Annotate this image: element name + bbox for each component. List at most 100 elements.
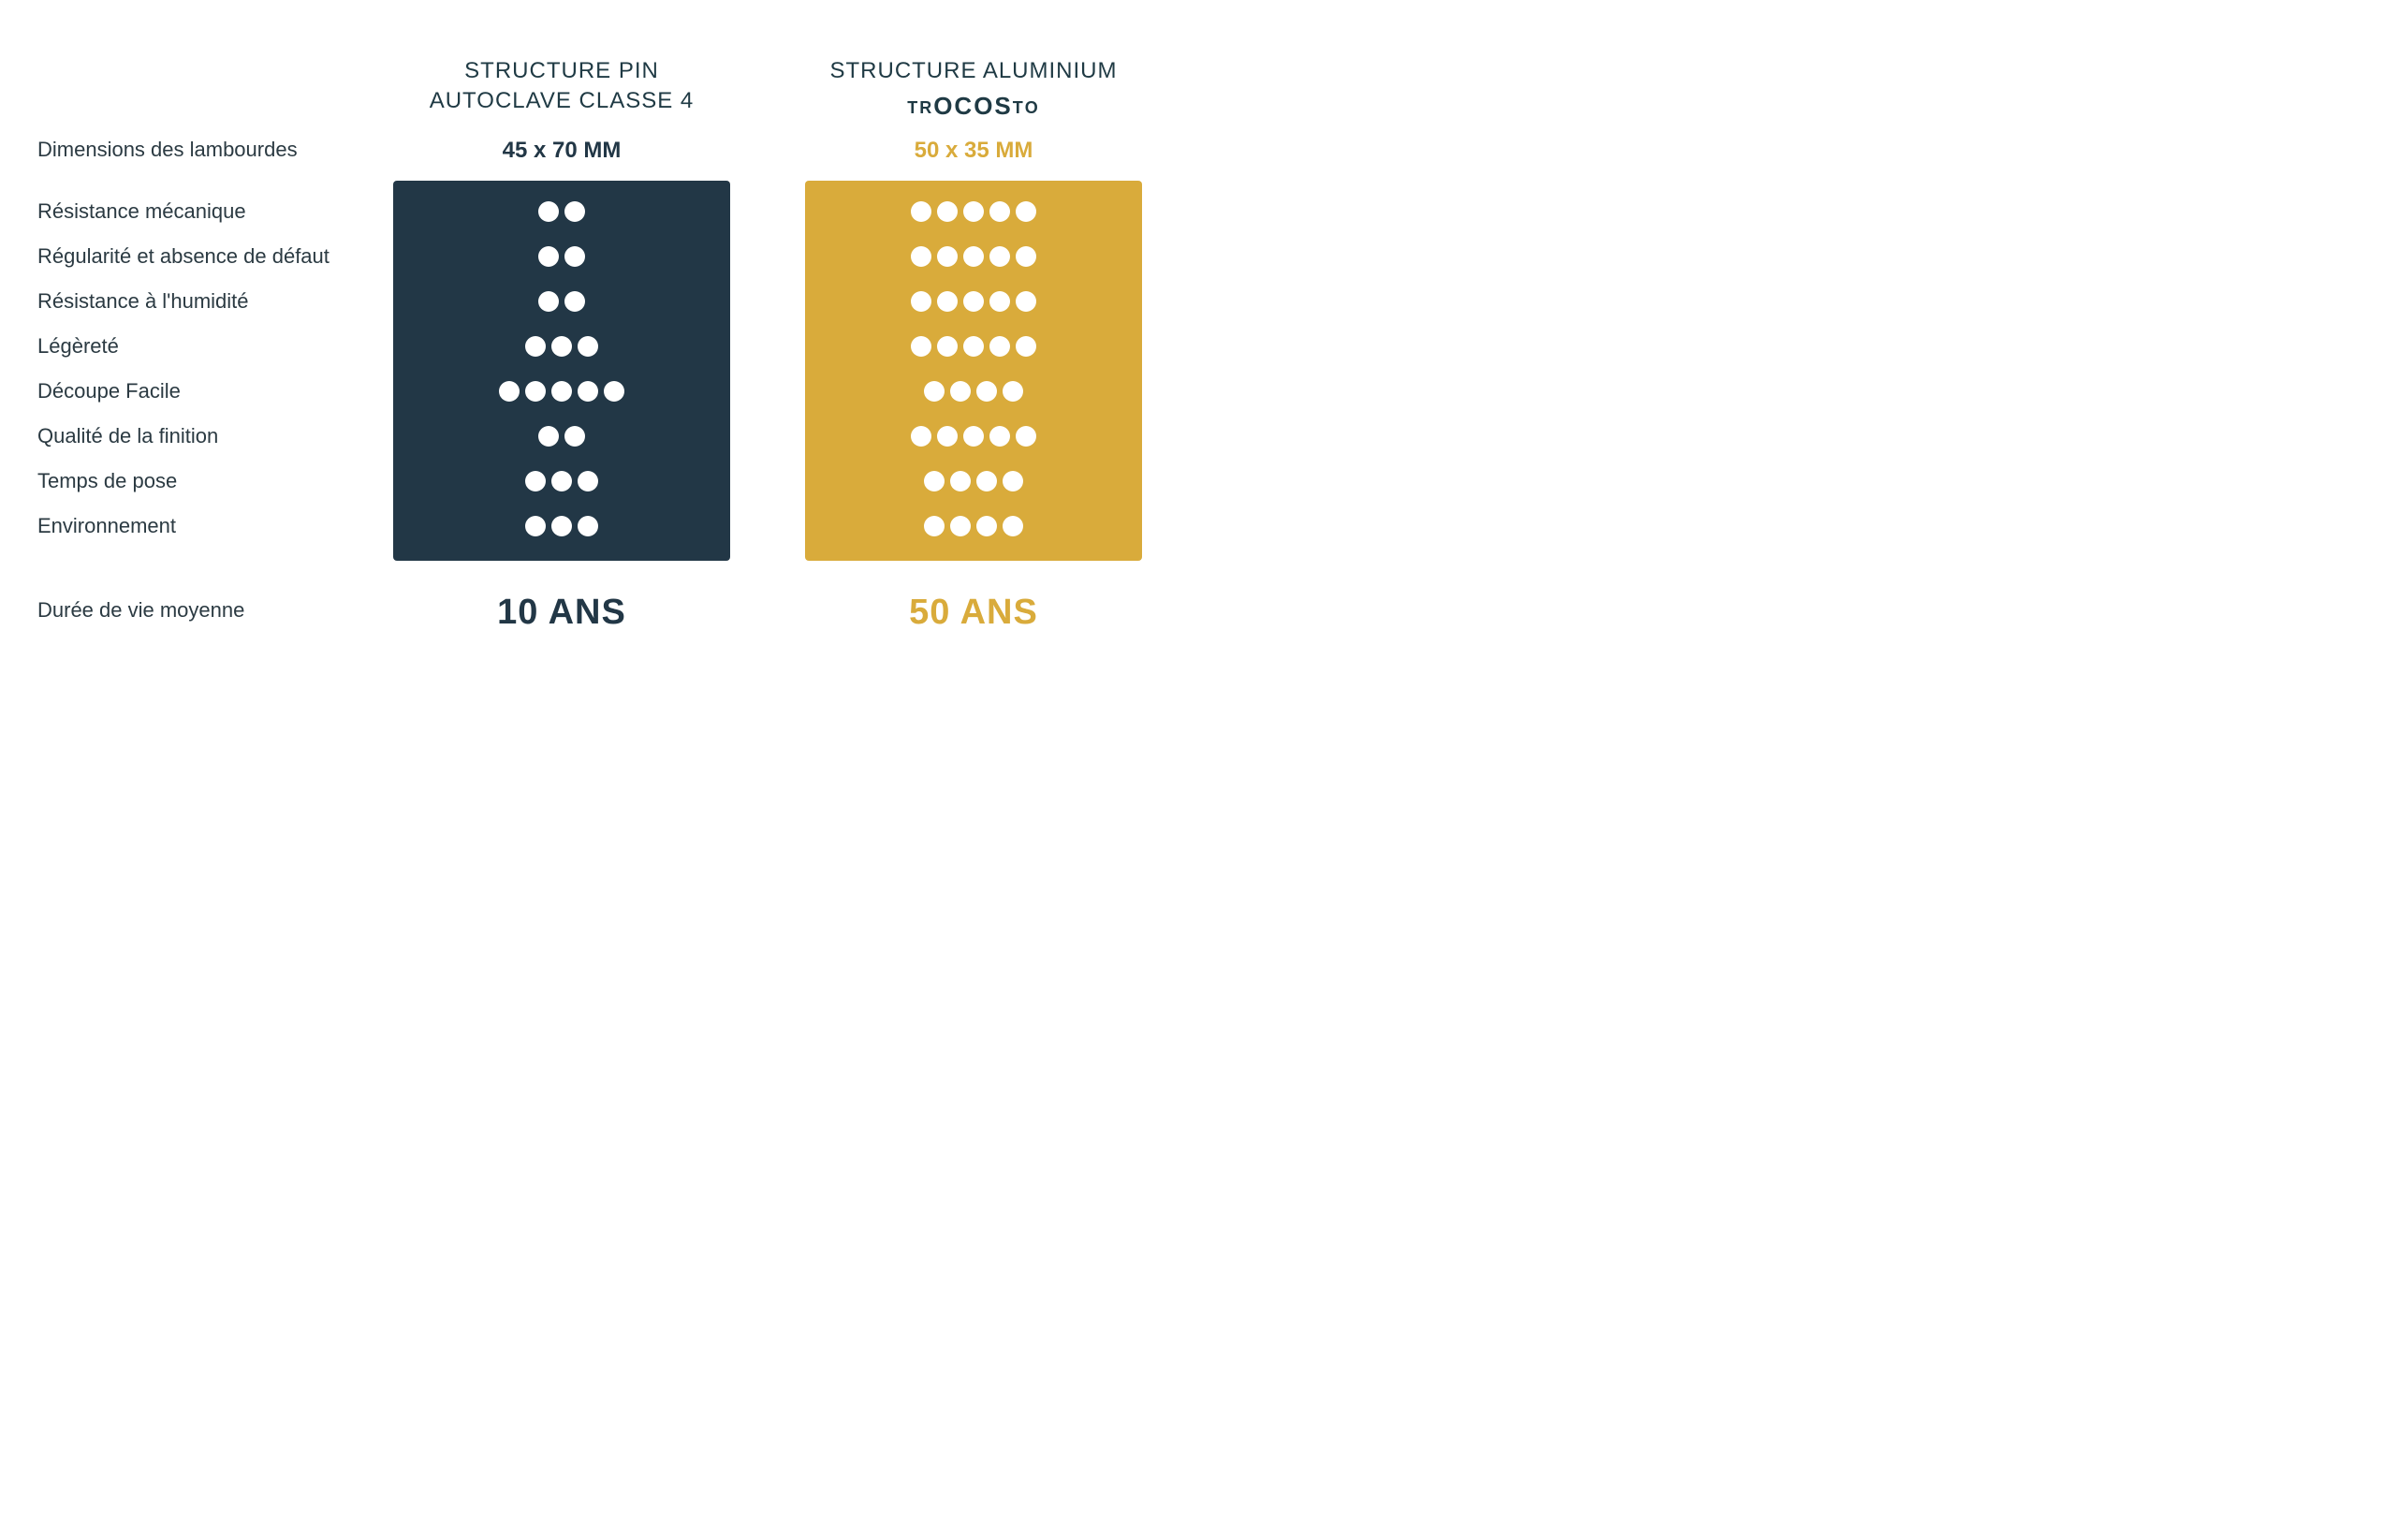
rating-dot (525, 471, 546, 491)
header-col-b: STRUCTURE ALUMINIUM TROCOSTO (805, 56, 1142, 128)
rating-dot (1016, 246, 1036, 267)
rating-dot (937, 246, 958, 267)
rating-dot (538, 246, 559, 267)
rating-dot (976, 516, 997, 536)
dot-row-b-4 (924, 379, 1023, 403)
rating-dot (989, 426, 1010, 447)
dimensions-a: 45 x 70 MM (393, 128, 730, 181)
panel-b (805, 181, 1142, 561)
rating-dot (976, 381, 997, 402)
brand-part-2: OCOS (933, 92, 1013, 120)
footer-b: 50 ANS (805, 561, 1142, 633)
rating-dot (989, 246, 1010, 267)
criteria-label: Résistance à l'humidité (37, 289, 393, 314)
rating-dot (1016, 291, 1036, 312)
rating-dot (564, 201, 585, 222)
dot-row-a-7 (525, 514, 598, 538)
rating-dot (963, 336, 984, 357)
footer-a: 10 ANS (393, 561, 730, 633)
rating-dot (950, 516, 971, 536)
dot-row-b-0 (911, 199, 1036, 224)
brand-logo: TROCOSTO (805, 90, 1142, 123)
rating-dot (538, 201, 559, 222)
dot-row-b-7 (924, 514, 1023, 538)
dot-row-b-5 (911, 424, 1036, 448)
brand-part-0: T (907, 98, 919, 117)
criteria-label: Temps de pose (37, 469, 393, 493)
rating-dot (551, 516, 572, 536)
dot-row-a-0 (538, 199, 585, 224)
rating-dot (525, 381, 546, 402)
rating-dot (963, 426, 984, 447)
dot-row-b-2 (911, 289, 1036, 314)
rating-dot (911, 246, 931, 267)
rating-dot (989, 201, 1010, 222)
header-a-line1: STRUCTURE PIN (393, 56, 730, 86)
header-col-a: STRUCTURE PIN AUTOCLAVE CLASSE 4 (393, 56, 730, 123)
rating-dot (911, 426, 931, 447)
rating-dot (551, 336, 572, 357)
rating-dot (578, 336, 598, 357)
rating-dot (578, 471, 598, 491)
rating-dot (538, 426, 559, 447)
rating-dot (911, 291, 931, 312)
criteria-label: Découpe Facile (37, 379, 393, 403)
rating-dot (499, 381, 520, 402)
rating-dot (1016, 426, 1036, 447)
rating-dot (937, 291, 958, 312)
footer-label: Durée de vie moyenne (37, 561, 393, 623)
rating-dot (1016, 201, 1036, 222)
rating-dot (564, 291, 585, 312)
rating-dot (911, 336, 931, 357)
rating-dot (924, 516, 945, 536)
rating-dot (989, 291, 1010, 312)
rating-dot (551, 471, 572, 491)
rating-dot (937, 201, 958, 222)
rating-dot (1016, 336, 1036, 357)
dot-row-a-1 (538, 244, 585, 269)
rating-dot (525, 516, 546, 536)
dot-row-b-6 (924, 469, 1023, 493)
dot-row-a-2 (538, 289, 585, 314)
rating-dot (1003, 471, 1023, 491)
rating-dot (578, 516, 598, 536)
rating-dot (525, 336, 546, 357)
rating-dot (937, 426, 958, 447)
comparison-chart: STRUCTURE PIN AUTOCLAVE CLASSE 4 STRUCTU… (37, 56, 2351, 633)
rating-dot (564, 246, 585, 267)
dot-row-a-3 (525, 334, 598, 359)
dot-row-b-3 (911, 334, 1036, 359)
criteria-label: Qualité de la finition (37, 424, 393, 448)
rating-dot (950, 381, 971, 402)
brand-part-4: O (1025, 98, 1040, 117)
dot-row-a-4 (499, 379, 624, 403)
rating-dot (551, 381, 572, 402)
criteria-label: Résistance mécanique (37, 199, 393, 224)
rating-dot (963, 201, 984, 222)
header-a-line2: AUTOCLAVE CLASSE 4 (393, 86, 730, 116)
criteria-label: Régularité et absence de défaut (37, 244, 393, 269)
rating-dot (578, 381, 598, 402)
dot-row-b-1 (911, 244, 1036, 269)
brand-part-1: R (919, 98, 933, 117)
criteria-labels: Résistance mécanique Régularité et absenc… (37, 181, 393, 538)
panel-a (393, 181, 730, 561)
rating-dot (564, 426, 585, 447)
rating-dot (1003, 381, 1023, 402)
criteria-label: Légèreté (37, 334, 393, 359)
criteria-label: Environnement (37, 514, 393, 538)
rating-dot (950, 471, 971, 491)
rating-dot (1003, 516, 1023, 536)
rating-dot (604, 381, 624, 402)
rating-dot (989, 336, 1010, 357)
rating-dot (924, 381, 945, 402)
rating-dot (937, 336, 958, 357)
dimensions-b: 50 x 35 MM (805, 128, 1142, 181)
dot-row-a-5 (538, 424, 585, 448)
dot-row-a-6 (525, 469, 598, 493)
rating-dot (538, 291, 559, 312)
rating-dot (924, 471, 945, 491)
rating-dot (963, 246, 984, 267)
rating-dot (963, 291, 984, 312)
dimensions-label: Dimensions des lambourdes (37, 128, 393, 171)
